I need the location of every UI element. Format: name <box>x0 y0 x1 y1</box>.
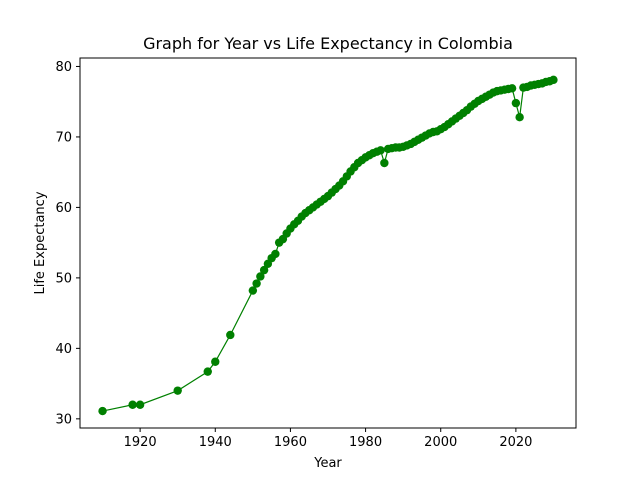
chart-title: Graph for Year vs Life Expectancy in Col… <box>143 34 513 53</box>
x-tick-label: 2000 <box>424 435 457 450</box>
y-tick-label: 60 <box>55 201 72 216</box>
data-point <box>507 84 517 93</box>
data-point <box>173 386 182 395</box>
data-point <box>376 146 385 155</box>
y-tick-label: 70 <box>55 130 72 145</box>
x-tick-label: 2020 <box>499 435 532 450</box>
data-point <box>128 400 137 409</box>
y-axis-label: Life Expectancy <box>33 191 48 294</box>
data-point <box>98 406 107 416</box>
data-point <box>259 265 269 275</box>
y-tick-label: 50 <box>55 271 72 286</box>
data-point <box>252 279 261 288</box>
x-axis-label: Year <box>313 456 342 471</box>
data-point <box>256 272 265 281</box>
data-point <box>380 158 389 168</box>
x-tick-label: 1960 <box>274 435 307 450</box>
plot-layer <box>98 75 558 416</box>
data-point <box>515 113 524 122</box>
x-axis: 1920 1940 1960 1980 2000 2020 <box>124 428 532 450</box>
y-tick-label: 40 <box>55 342 72 357</box>
x-tick-label: 1980 <box>349 435 382 450</box>
data-point <box>203 367 212 376</box>
x-tick-label: 1940 <box>199 435 232 450</box>
data-point <box>549 75 558 85</box>
data-point <box>135 400 145 409</box>
y-tick-label: 30 <box>55 412 72 427</box>
data-point <box>248 286 258 295</box>
y-tick-label: 80 <box>55 60 72 75</box>
data-point <box>511 98 521 108</box>
data-point <box>271 249 280 259</box>
plot-area-frame <box>79 57 577 429</box>
data-point <box>211 357 220 366</box>
data-point <box>226 330 235 340</box>
y-axis: 30 40 50 60 70 80 <box>55 60 80 427</box>
x-tick-label: 1920 <box>124 435 157 450</box>
